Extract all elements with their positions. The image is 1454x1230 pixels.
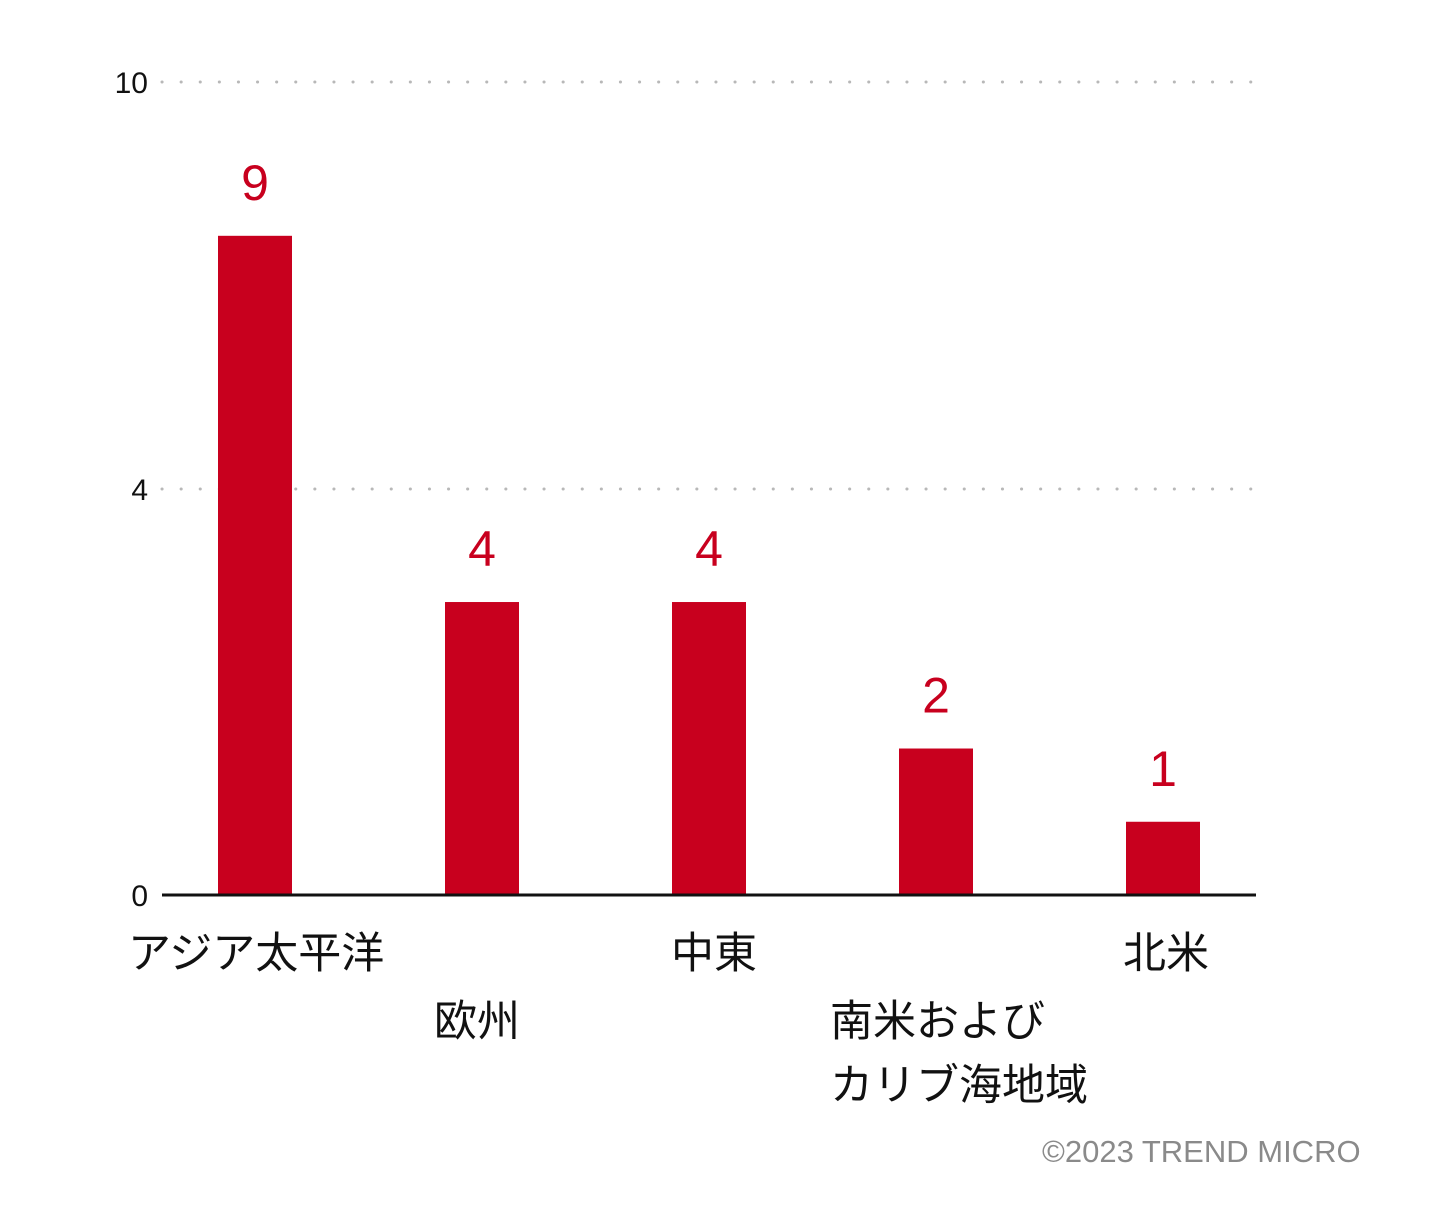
bar <box>218 235 292 896</box>
bar <box>1126 821 1200 895</box>
data-label: 1 <box>1149 741 1177 797</box>
category-label: 南米および <box>830 997 1045 1047</box>
copyright-notice: ©2023 TREND MICRO <box>1042 1134 1361 1169</box>
category-label: 北米 <box>1123 929 1209 979</box>
category-label: カリブ海地域 <box>830 1061 1088 1111</box>
y-tick-label: 4 <box>131 474 148 507</box>
data-label: 4 <box>468 521 496 577</box>
data-label: 9 <box>241 155 269 211</box>
category-label: 欧州 <box>434 997 520 1047</box>
data-label: 4 <box>695 521 723 577</box>
data-label: 2 <box>922 668 950 724</box>
data-labels: 9 4 4 2 1 <box>241 155 1177 797</box>
category-label: アジア太平洋 <box>128 929 384 979</box>
gridlines <box>160 80 1258 491</box>
bar <box>445 602 519 895</box>
bar <box>672 602 746 895</box>
y-tick-label: 10 <box>115 67 148 100</box>
y-axis-ticks: 0 4 10 <box>115 67 148 913</box>
bars <box>218 235 1200 896</box>
bar <box>899 748 973 895</box>
y-tick-label: 0 <box>131 880 148 913</box>
category-label: 中東 <box>671 929 757 979</box>
